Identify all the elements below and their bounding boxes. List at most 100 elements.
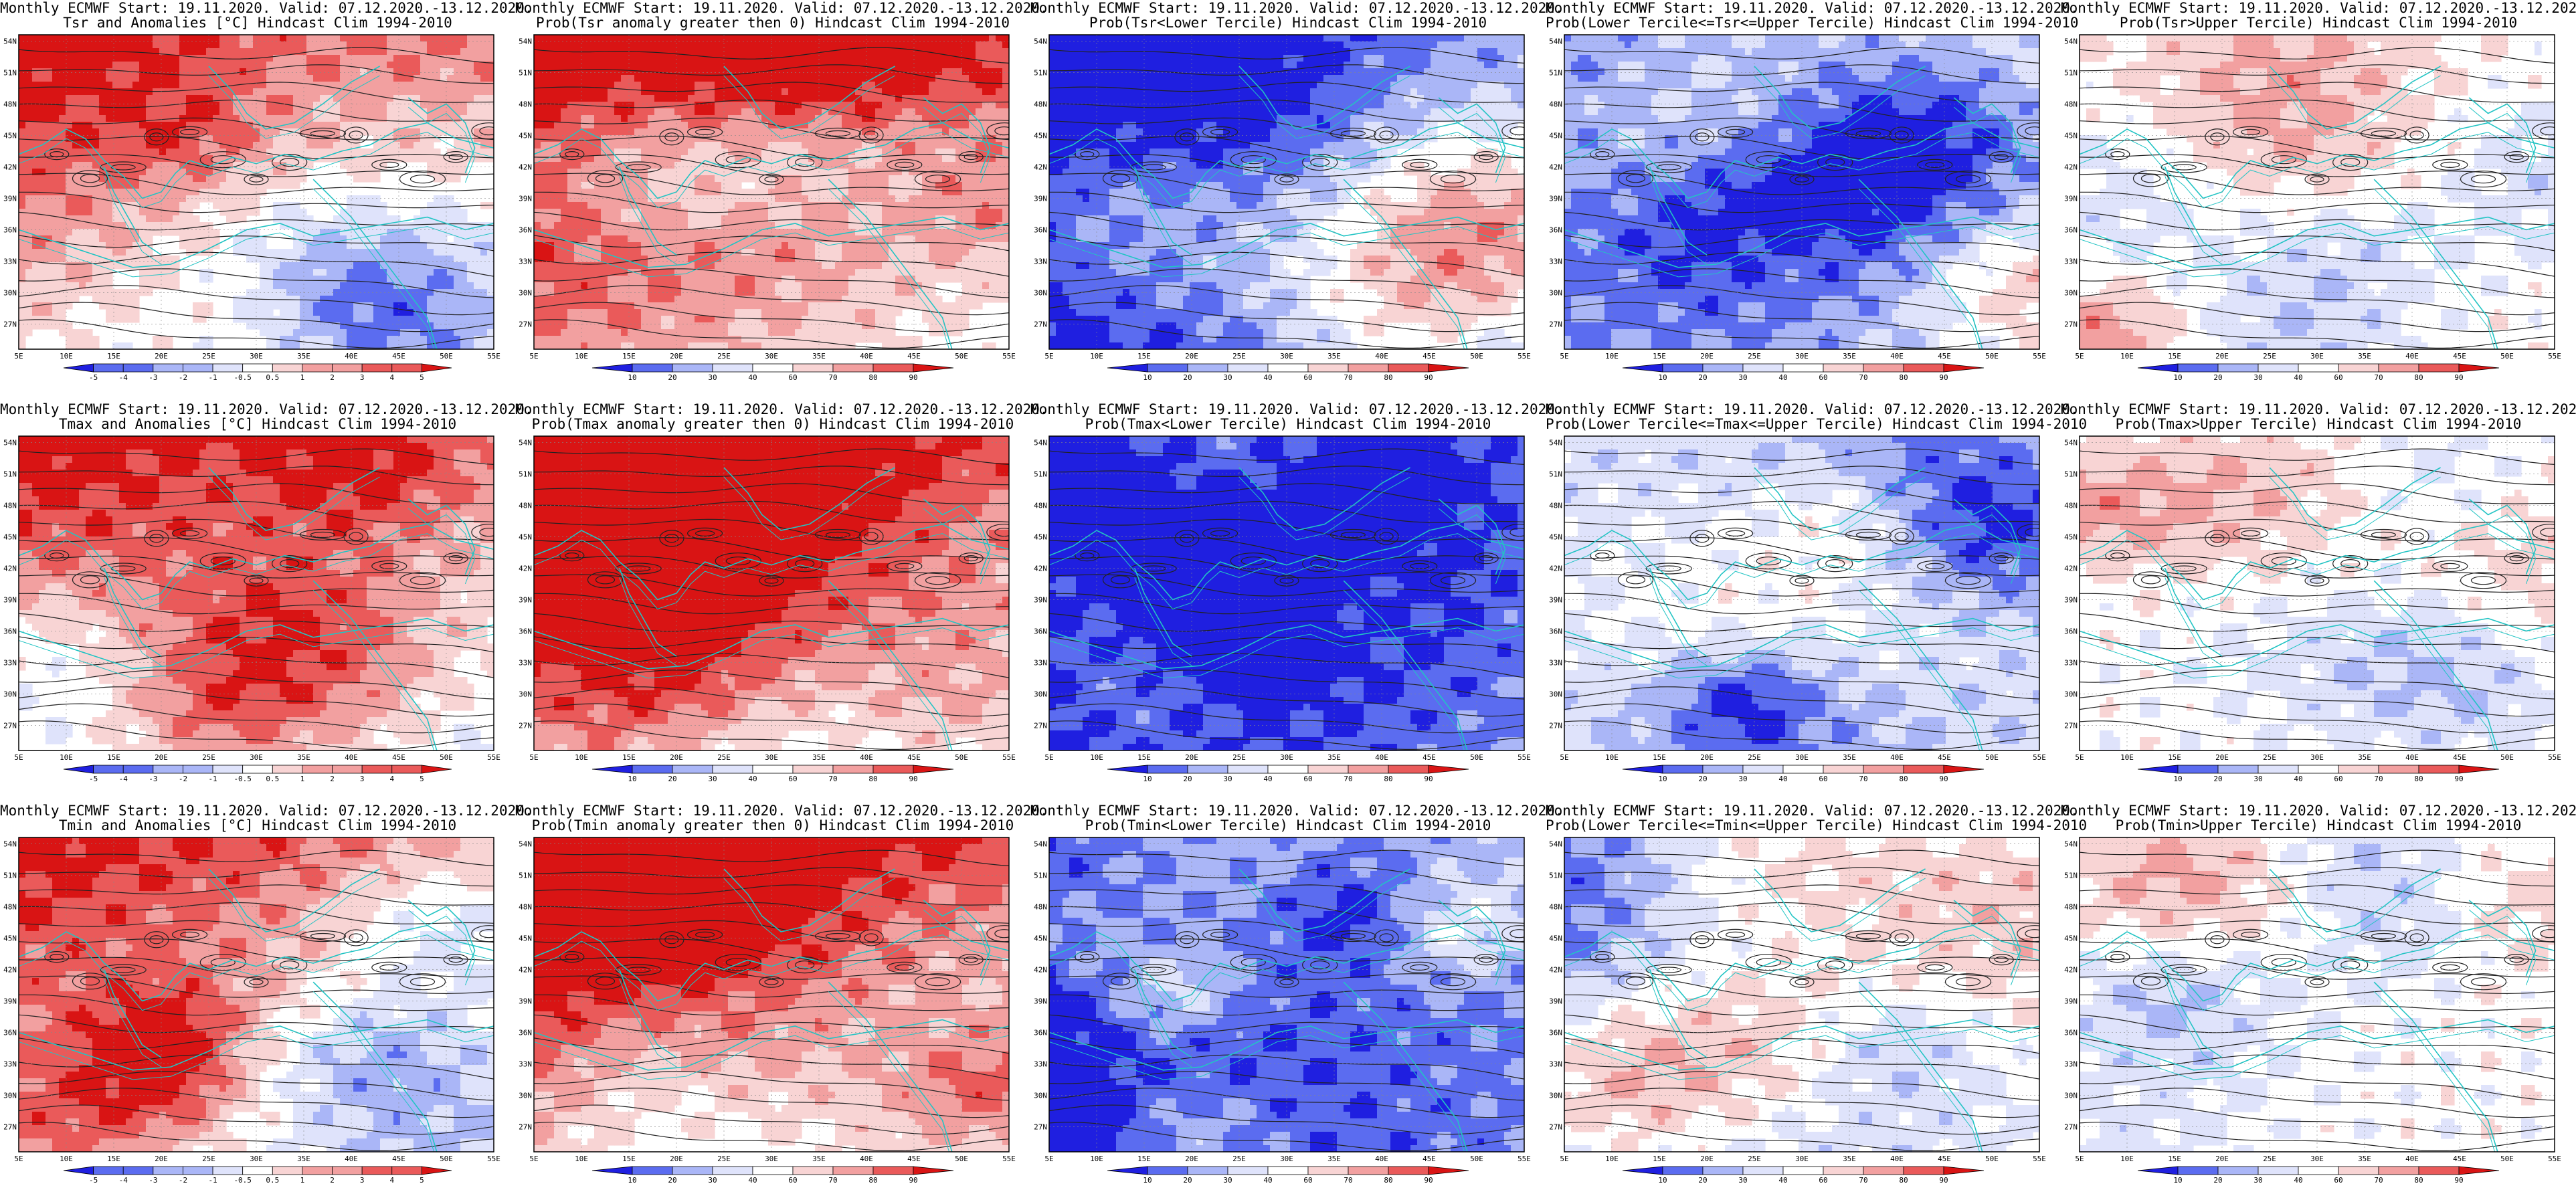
lat-tick-label: 45N bbox=[519, 934, 532, 942]
coastlines-borders bbox=[1564, 66, 2039, 349]
lat-tick-label: 42N bbox=[2064, 564, 2078, 573]
colorbar-tick-label: 0.5 bbox=[266, 373, 279, 382]
lon-tick-label: 15E bbox=[2168, 352, 2181, 361]
lat-tick-label: 45N bbox=[3, 532, 17, 541]
lat-tick-label: 42N bbox=[2064, 965, 2078, 974]
colorbar-tick-label: -1 bbox=[208, 1176, 217, 1185]
lon-tick-label: 35E bbox=[2358, 753, 2371, 762]
graticule bbox=[1564, 35, 2039, 349]
lat-tick-label: 45N bbox=[1034, 934, 1047, 942]
colorbar-tick-label: 70 bbox=[1344, 1176, 1352, 1185]
lon-tick-label: 20E bbox=[1700, 753, 1714, 762]
colorbar-tick-label: 30 bbox=[708, 373, 717, 382]
map-figure: 5E 10E 15E 20E 25E 30E 35E 40E 45E 50E 55E 27N 30N 33… bbox=[519, 34, 1016, 382]
graticule bbox=[534, 35, 1009, 349]
lat-tick-label: 45N bbox=[2064, 131, 2078, 140]
colorbar-tick-label: 10 bbox=[1143, 1176, 1152, 1185]
colorbar-tick-label: -0.5 bbox=[234, 1176, 252, 1185]
coastlines-borders bbox=[1564, 868, 2039, 1152]
isotherm-contours bbox=[19, 849, 494, 1151]
lon-tick-label: 50E bbox=[955, 753, 968, 762]
lon-tick-label: 35E bbox=[2358, 1155, 2371, 1163]
lat-tick-label: 45N bbox=[2064, 532, 2078, 541]
lon-tick-label: 45E bbox=[907, 352, 921, 361]
colorbar-tick-label: 90 bbox=[2454, 775, 2463, 783]
lon-tick-label: 45E bbox=[1422, 352, 1436, 361]
colorbar-tick-label: 70 bbox=[828, 775, 837, 783]
lon-tick-label: 55E bbox=[2033, 753, 2046, 762]
lat-tick-label: 33N bbox=[1549, 1060, 1562, 1068]
colorbar-tick-label: 90 bbox=[1939, 1176, 1948, 1185]
lon-tick-label: 40E bbox=[860, 1155, 873, 1163]
lon-tick-label: 50E bbox=[1985, 1155, 1999, 1163]
colorbar-tick-label: 40 bbox=[1263, 373, 1272, 382]
lat-tick-label: 39N bbox=[2064, 194, 2078, 203]
lon-tick-label: 45E bbox=[1938, 1155, 1951, 1163]
colorbar-tick-label: 30 bbox=[708, 775, 717, 783]
lat-tick-label: 54N bbox=[1034, 438, 1047, 447]
colorbar-tick-label: 70 bbox=[1344, 775, 1352, 783]
lon-tick-label: 35E bbox=[1327, 1155, 1341, 1163]
panel-title-line1: Monthly ECMWF Start: 19.11.2020. Valid: … bbox=[515, 401, 1048, 417]
lon-tick-label: 5E bbox=[14, 1155, 23, 1163]
map-panel-tmin-middle: Monthly ECMWF Start: 19.11.2020. Valid: … bbox=[1546, 803, 2087, 1204]
panel-title-line1: Monthly ECMWF Start: 19.11.2020. Valid: … bbox=[0, 0, 533, 16]
colorbar-tick-label: -3 bbox=[149, 1176, 157, 1185]
coastlines-borders bbox=[1049, 66, 1524, 349]
lon-tick-label: 10E bbox=[575, 753, 588, 762]
colorbar-tick-label: 60 bbox=[1819, 373, 1827, 382]
lat-tick-label: 36N bbox=[3, 225, 17, 234]
isotherm-contours bbox=[2080, 849, 2555, 1151]
colorbar-tick-label: 2 bbox=[330, 775, 335, 783]
colorbar-tick-label: 10 bbox=[1143, 775, 1152, 783]
lon-tick-label: 5E bbox=[1044, 1155, 1053, 1163]
lon-tick-label: 15E bbox=[107, 1155, 120, 1163]
lon-tick-label: 25E bbox=[1232, 352, 1246, 361]
map-panel-tmax-anom: Monthly ECMWF Start: 19.11.2020. Valid: … bbox=[0, 401, 533, 803]
colorbar-tick-label: -4 bbox=[119, 1176, 128, 1185]
map-frame bbox=[1564, 837, 2040, 1152]
lon-tick-label: 20E bbox=[1700, 352, 1714, 361]
colorbar-tick-label: 30 bbox=[1223, 373, 1232, 382]
colorbar: 10 20 30 40 60 70 80 90 bbox=[1622, 363, 1985, 382]
lon-tick-label: 35E bbox=[1327, 753, 1341, 762]
lat-tick-label: 30N bbox=[3, 1091, 17, 1100]
panel-title-line1: Monthly ECMWF Start: 19.11.2020. Valid: … bbox=[515, 803, 1048, 819]
colorbar-tick-label: 90 bbox=[1424, 775, 1433, 783]
colorbar: 10 20 30 40 60 70 80 90 bbox=[1107, 765, 1469, 783]
lon-tick-label: 25E bbox=[2263, 352, 2276, 361]
colorbar-tick-label: 70 bbox=[2374, 775, 2383, 783]
lat-tick-label: 27N bbox=[2064, 721, 2078, 730]
lon-tick-label: 5E bbox=[1044, 352, 1053, 361]
colorbar-tick-label: 1 bbox=[300, 373, 305, 382]
lon-tick-label: 55E bbox=[1002, 352, 1016, 361]
graticule bbox=[19, 35, 494, 349]
map-panel-tmin-lower: Monthly ECMWF Start: 19.11.2020. Valid: … bbox=[1030, 803, 1564, 1204]
panel-title-line1: Monthly ECMWF Start: 19.11.2020. Valid: … bbox=[1030, 401, 1564, 417]
colorbar-tick-label: -3 bbox=[149, 775, 157, 783]
graticule bbox=[19, 837, 494, 1152]
colorbar-tick-label: 20 bbox=[1698, 1176, 1707, 1185]
lon-tick-label: 35E bbox=[812, 753, 826, 762]
colorbar-tick-label: 30 bbox=[1738, 1176, 1747, 1185]
lon-tick-label: 55E bbox=[2548, 1155, 2561, 1163]
lon-tick-label: 35E bbox=[1327, 352, 1341, 361]
map-figure: 5E 10E 15E 20E 25E 30E 35E 40E 45E 50E 55E 27N 30N 33… bbox=[2064, 435, 2561, 783]
colorbar-tick-label: 20 bbox=[2213, 1176, 2222, 1185]
lon-tick-label: 30E bbox=[2310, 352, 2324, 361]
lon-tick-label: 25E bbox=[2263, 1155, 2276, 1163]
lon-tick-label: 25E bbox=[2263, 753, 2276, 762]
lon-tick-label: 40E bbox=[1890, 1155, 1904, 1163]
colorbar-tick-label: 1 bbox=[300, 1176, 305, 1185]
lon-tick-label: 40E bbox=[1375, 1155, 1388, 1163]
colorbar: 10 20 30 40 60 70 80 90 bbox=[1622, 1166, 1985, 1185]
lon-tick-label: 20E bbox=[2215, 352, 2229, 361]
lon-tick-label: 30E bbox=[765, 753, 778, 762]
lat-tick-label: 54N bbox=[2064, 438, 2078, 447]
panel-title-line1: Monthly ECMWF Start: 19.11.2020. Valid: … bbox=[2061, 0, 2576, 16]
colorbar: 10 20 30 40 60 70 80 90 bbox=[591, 1166, 954, 1185]
lon-tick-label: 15E bbox=[2168, 753, 2181, 762]
colorbar-tick-label: 80 bbox=[2414, 1176, 2423, 1185]
colorbar-tick-label: 90 bbox=[1939, 775, 1948, 783]
